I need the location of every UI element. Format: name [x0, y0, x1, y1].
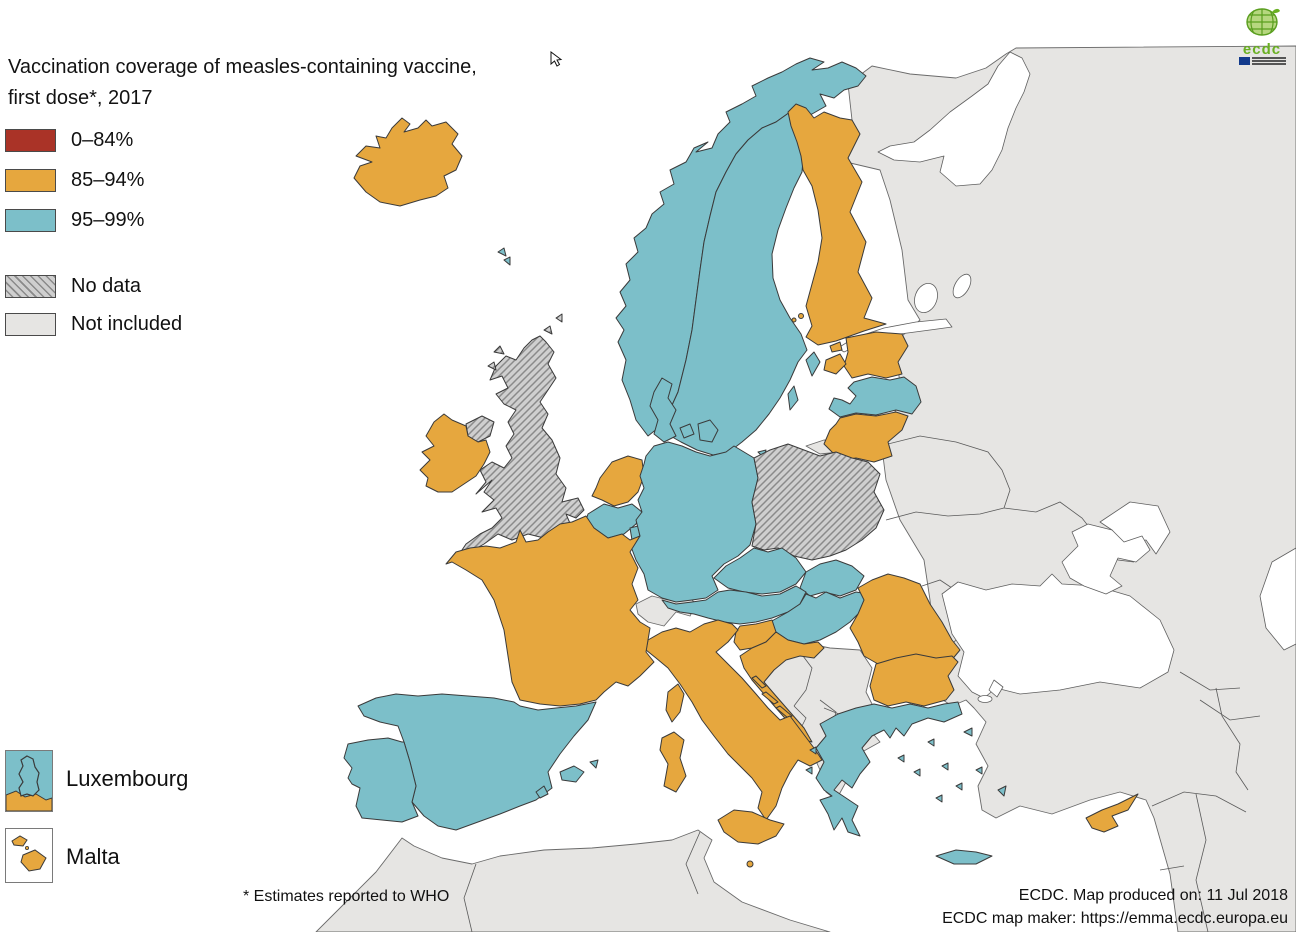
credits: ECDC. Map produced on: 11 Jul 2018 ECDC …	[942, 884, 1288, 930]
island-sardinia	[659, 731, 687, 793]
country-estonia	[843, 331, 909, 379]
legend-item-not-included: Not included	[5, 312, 182, 336]
country-iceland	[353, 117, 463, 207]
country-bulgaria	[869, 653, 959, 707]
country-north-africa	[315, 829, 831, 932]
island-zealand	[697, 419, 719, 443]
country-austria	[661, 585, 807, 625]
ecdc-orgname-lines	[1251, 57, 1286, 66]
lake-onega	[952, 273, 972, 299]
island-mallorca	[559, 765, 585, 783]
country-denmark	[649, 377, 677, 443]
country-lithuania	[823, 411, 909, 463]
country-portugal	[343, 737, 419, 823]
country-slovakia	[799, 559, 865, 597]
bosphorus	[988, 679, 1004, 698]
aegean-islands	[805, 727, 1007, 803]
ecdc-globe-icon	[1246, 8, 1280, 36]
island-crete	[935, 849, 993, 865]
country-italy	[645, 619, 823, 821]
island-ibiza	[535, 785, 549, 799]
legend-swatch-95-99	[5, 208, 56, 232]
mouse-cursor	[550, 51, 563, 67]
map-title-line2: first dose*, 2017	[8, 87, 153, 109]
legend-item-0-84: 0–84%	[5, 128, 133, 152]
inset-luxembourg-map	[5, 751, 53, 812]
legend-swatch-not-included	[5, 312, 56, 336]
island-saaremaa	[823, 353, 847, 375]
uk-northern-isles	[487, 313, 563, 371]
island-sicily	[717, 809, 785, 845]
inset-malta-map	[11, 835, 47, 872]
country-malta-dot	[746, 860, 754, 868]
sea-of-marmara	[977, 695, 993, 703]
legend-swatch-no-data	[5, 274, 56, 298]
country-france	[445, 515, 655, 707]
legend-label-0-84: 0–84%	[71, 128, 134, 151]
credits-line2: ECDC map maker: https://emma.ecdc.europa…	[942, 910, 1288, 927]
sea-cutouts	[612, 51, 1296, 703]
white-sea	[877, 51, 1031, 187]
ecdc-logo-orgname	[1236, 57, 1288, 66]
inset-label-luxembourg: Luxembourg	[66, 766, 189, 791]
inset-malta	[5, 828, 53, 883]
island-gotland	[805, 351, 821, 377]
country-greece	[815, 701, 963, 837]
country-germany	[629, 441, 759, 603]
footnote: * Estimates reported to WHO	[243, 888, 450, 905]
legend-label-no-data: No data	[71, 274, 142, 297]
inset-malta-comino	[24, 845, 29, 850]
inset-malta-gozo	[11, 835, 28, 847]
country-poland	[751, 443, 885, 561]
caspian-sea	[1259, 547, 1296, 651]
island-funen	[679, 423, 695, 439]
legend-item-85-94: 85–94%	[5, 168, 144, 192]
inset-malta-main	[20, 849, 47, 872]
country-latvia	[828, 376, 922, 418]
legend-item-no-data: No data	[5, 274, 141, 298]
legend-label-95-99: 95–99%	[71, 208, 145, 231]
legend-swatch-0-84	[5, 128, 56, 152]
eu-flag-icon	[1238, 57, 1250, 65]
legend-item-95-99: 95–99%	[5, 208, 144, 232]
ecdc-logo: ecdc	[1236, 6, 1288, 66]
black-sea	[941, 573, 1175, 699]
island-corsica	[665, 683, 685, 723]
legend-swatch-85-94	[5, 168, 56, 192]
map-title: Vaccination coverage of measles-containi…	[8, 52, 477, 114]
crimea	[1061, 523, 1151, 595]
faroe-islands	[497, 247, 511, 266]
legend-label-not-included: Not included	[71, 312, 183, 335]
island-oland	[787, 385, 799, 411]
ecdc-logo-text: ecdc	[1242, 41, 1282, 58]
inset-lux-shape	[18, 755, 40, 797]
member-states	[343, 57, 1139, 868]
island-menorca	[589, 759, 599, 769]
island-hiiumaa	[829, 341, 843, 353]
map-title-line1: Vaccination coverage of measles-containi…	[8, 56, 477, 78]
legend-label-85-94: 85–94%	[71, 168, 145, 191]
inset-label-malta: Malta	[66, 844, 120, 869]
credits-line1: ECDC. Map produced on: 11 Jul 2018	[1018, 887, 1288, 904]
country-ireland	[419, 413, 491, 493]
country-croatia	[739, 631, 825, 743]
island-aland-2	[791, 317, 797, 323]
country-cyprus	[1085, 793, 1139, 833]
country-finland	[787, 103, 887, 346]
lake-ladoga	[914, 283, 938, 313]
inset-luxembourg	[5, 750, 53, 812]
country-netherlands	[591, 455, 645, 507]
island-aland	[798, 313, 804, 319]
country-great-britain	[457, 335, 585, 557]
